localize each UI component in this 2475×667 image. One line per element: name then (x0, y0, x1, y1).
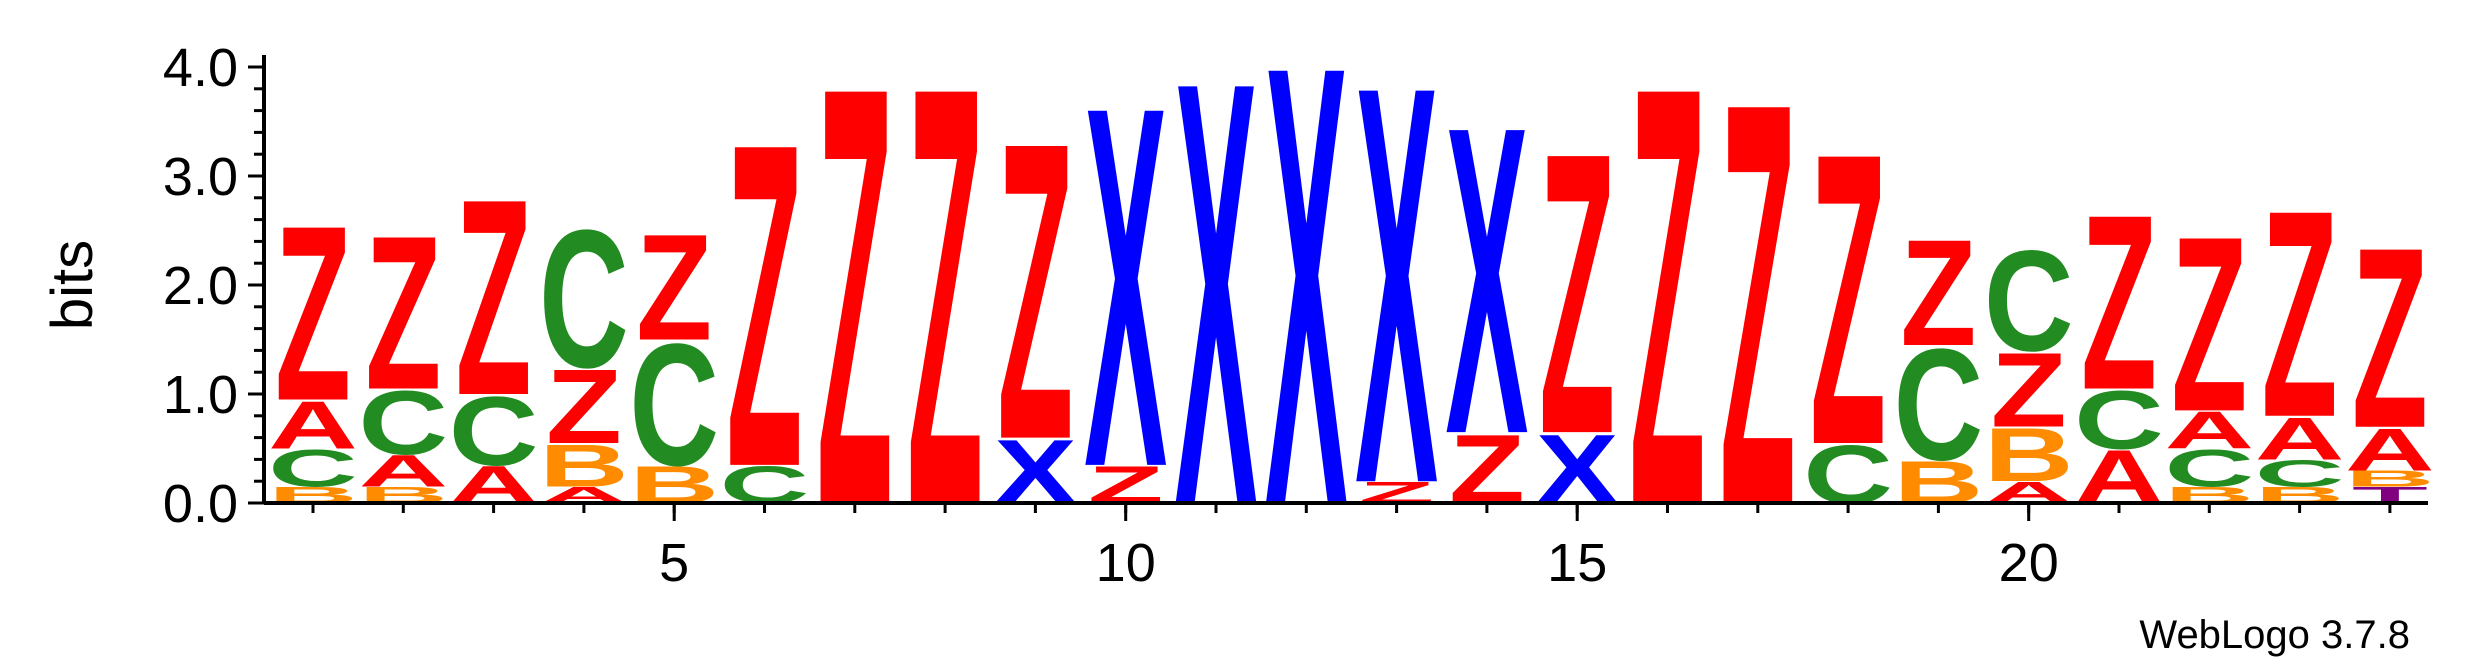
y-axis-label: bits (40, 240, 105, 330)
logo-letter-z-pos-23: Z (2262, 149, 2338, 479)
x-tick-label: 10 (1096, 533, 1156, 593)
logo-letter-z-pos-4: Z (546, 348, 622, 466)
logo-letter-z-pos-16: Z (1630, 0, 1706, 630)
logo-letter-c-pos-22: C (2164, 439, 2254, 498)
logo-letter-z-pos-20: Z (1991, 331, 2067, 449)
logo-letter-z-pos-7: Z (817, 0, 893, 630)
logo-letter-z-pos-5: Z (636, 204, 712, 372)
y-axis-ticks: 0.0 1.0 2.0 3.0 4.0 (163, 38, 264, 534)
logo-letter-b-pos-20: B (1984, 413, 2074, 498)
logo-letter-x-pos-12: X (1265, 0, 1348, 636)
logo-letter-x-pos-10: X (1084, 0, 1167, 575)
logo-letter-z-pos-8: Z (907, 0, 983, 630)
logo-letter-z-pos-2: Z (365, 190, 441, 435)
logo-letter-b-pos-24: B (2345, 466, 2435, 491)
logo-letter-z-pos-19: Z (1900, 209, 1976, 377)
y-tick-label: 4.0 (163, 38, 238, 98)
logo-letter-a-pos-22: A (2164, 401, 2254, 460)
logo-letter-c-pos-19: C (1894, 317, 1984, 494)
logo-letter-a-pos-2: A (358, 445, 448, 496)
logo-letter-b-pos-4: B (539, 432, 629, 500)
logo-letter-x-pos-14: X (1445, 36, 1528, 526)
logo-letter-a-pos-1: A (268, 387, 358, 463)
logo-letter-z-pos-15: Z (1539, 69, 1615, 518)
logo-letter-z-pos-18: Z (1810, 68, 1886, 533)
logo-letter-c-pos-1: C (268, 439, 358, 498)
logo-letter-c-pos-2: C (358, 372, 448, 474)
logo-letter-a-pos-23: A (2255, 405, 2345, 473)
logo-letter-c-pos-20: C (1984, 221, 2074, 382)
x-tick-label: 20 (1999, 533, 2059, 593)
logo-letter-c-pos-21: C (2074, 374, 2164, 467)
logo-letter-z-pos-9: Z (997, 55, 1073, 529)
logo-letter-z-pos-24: Z (2352, 194, 2428, 482)
x-tick-label: 5 (659, 533, 689, 593)
logo-letter-z-pos-1: Z (275, 173, 351, 453)
logo-letter-z-pos-22: Z (2171, 184, 2247, 464)
logo-letter-c-pos-3: C (449, 376, 539, 486)
logo-letter-c-pos-23: C (2255, 453, 2345, 495)
logo-letter-z-pos-21: Z (2081, 162, 2157, 442)
logo-letter-z-pos-17: Z (1720, 0, 1796, 626)
logo-letter-a-pos-24: A (2345, 416, 2435, 484)
logo-letter-z-pos-3: Z (456, 141, 532, 454)
logo-letter-c-pos-4: C (539, 189, 629, 409)
logo-letter-z-pos-6: Z (727, 47, 803, 563)
x-tick-label: 15 (1547, 533, 1607, 593)
logo-letter-c-pos-5: C (629, 308, 719, 503)
y-tick-label: 2.0 (163, 256, 238, 316)
y-tick-label: 1.0 (163, 365, 238, 425)
logo-letter-x-pos-11: X (1175, 0, 1258, 632)
y-tick-label: 0.0 (163, 474, 238, 534)
y-tick-label: 3.0 (163, 147, 238, 207)
weblogo-version-footer: WebLogo 3.7.8 (2139, 613, 2410, 657)
x-axis-ticks: 5 10 15 20 (311, 503, 2392, 593)
